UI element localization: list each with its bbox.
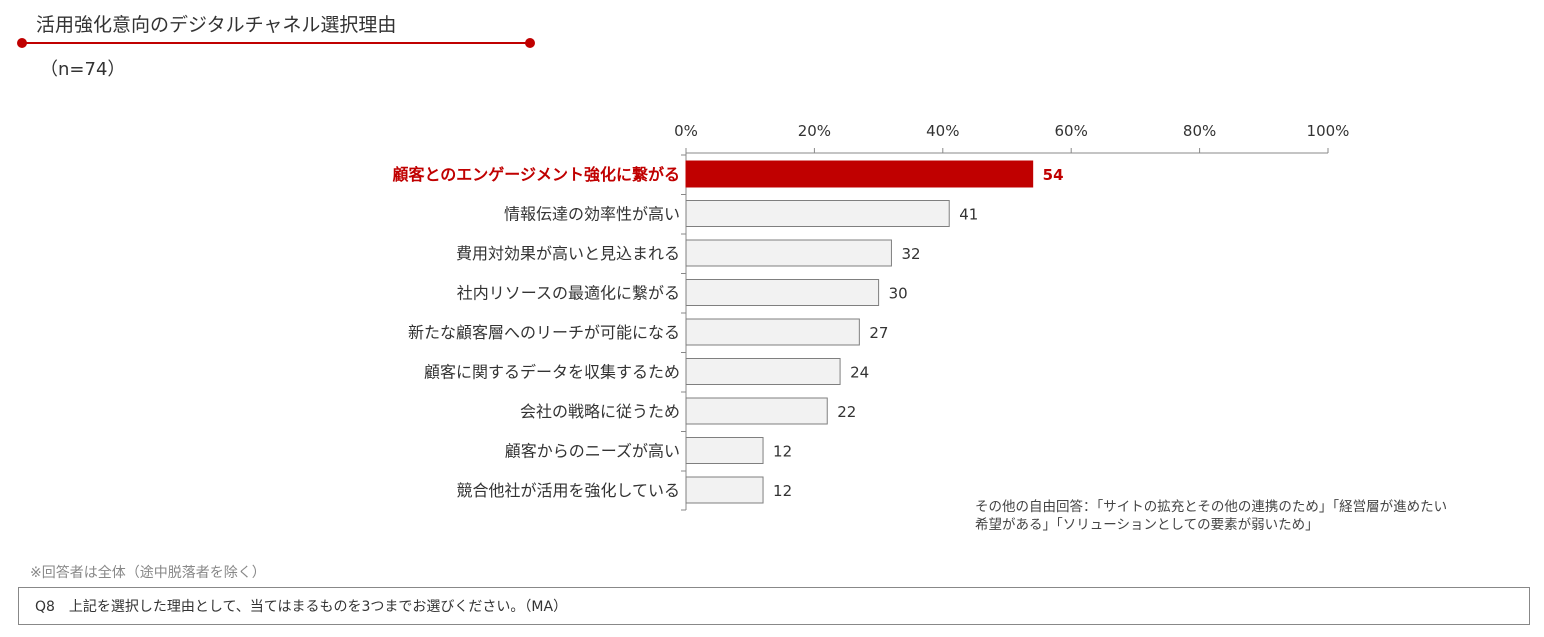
bar <box>685 239 892 267</box>
x-tick-label: 20% <box>798 122 831 140</box>
bar <box>685 318 860 346</box>
category-label: 新たな顧客層へのリーチが可能になる <box>408 323 680 342</box>
x-tick-label: 100% <box>1307 122 1350 140</box>
value-label: 12 <box>773 482 792 500</box>
value-label: 54 <box>1043 166 1064 184</box>
x-tick-label: 0% <box>674 122 698 140</box>
bar-chart: 0% 20% 40% 60% 80% 100% 顧客とのエンゲージメント強化に繋がる 54 情報… <box>392 122 1350 511</box>
value-label: 24 <box>850 364 869 382</box>
category-label: 費用対効果が高いと見込まれる <box>456 244 680 263</box>
category-label: 顧客とのエンゲージメント強化に繋がる <box>392 165 680 184</box>
sample-size: （n=74） <box>40 59 126 80</box>
underline-dot-right <box>525 38 535 48</box>
value-label: 12 <box>773 443 792 461</box>
bar <box>685 200 950 227</box>
bar <box>685 279 880 306</box>
category-label: 社内リソースの最適化に繋がる <box>457 284 680 303</box>
value-label: 41 <box>959 206 978 224</box>
underline-dot-left <box>17 38 27 48</box>
category-label: 情報伝達の効率性が高い <box>504 205 680 224</box>
bar <box>685 160 1034 188</box>
category-label: 会社の戦略に従うため <box>520 402 680 421</box>
category-label: 顧客に関するデータを収集するため <box>424 363 680 382</box>
other-answers-note: その他の自由回答：「サイトの拡充とその他の連携のため」「経営層が進めたい希望があ… <box>975 499 1448 533</box>
value-label: 32 <box>901 245 920 263</box>
bar <box>685 437 764 464</box>
question-box: Q8 上記を選択した理由として、当てはまるものを3つまでお選びください。（MA） <box>18 587 1530 625</box>
x-tick-label: 40% <box>926 122 959 140</box>
bar <box>685 358 841 385</box>
x-tick-label: 60% <box>1055 122 1088 140</box>
value-label: 30 <box>889 285 908 303</box>
category-label: 競合他社が活用を強化している <box>456 481 680 500</box>
x-tick-label: 80% <box>1183 122 1216 140</box>
bar <box>685 476 764 504</box>
category-label: 顧客からのニーズが高い <box>505 442 680 461</box>
bar <box>685 397 828 425</box>
chart-title: 活用強化意向のデジタルチャネル選択理由 <box>36 14 397 36</box>
value-label: 27 <box>869 324 888 342</box>
title-underline <box>22 42 530 44</box>
value-label: 22 <box>837 403 856 421</box>
respondent-footnote: ※回答者は全体（途中脱落者を除く） <box>30 565 266 581</box>
